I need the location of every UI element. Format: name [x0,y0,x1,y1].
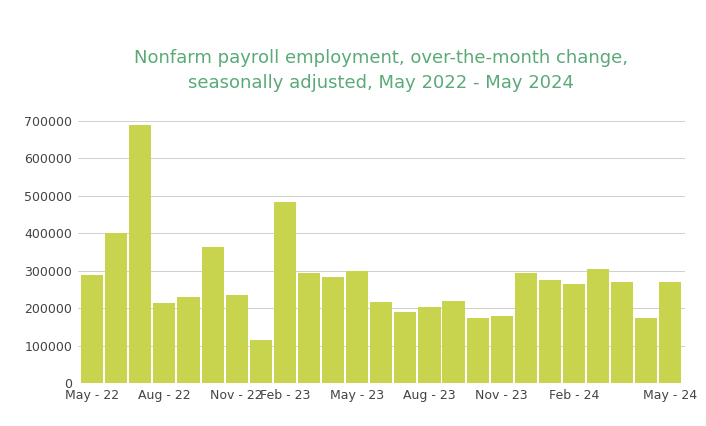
Bar [370,302,393,383]
Bar [587,269,609,383]
Bar [274,201,296,383]
Bar [443,301,465,383]
Bar [346,271,369,383]
Bar [611,282,633,383]
Bar [226,295,248,383]
Bar [81,275,103,383]
Bar [491,316,513,383]
Bar [635,318,657,383]
Bar [563,284,585,383]
Bar [322,276,344,383]
Bar [177,297,200,383]
Bar [250,340,272,383]
Bar [467,318,489,383]
Bar [201,247,224,383]
Bar [153,303,176,383]
Title: Nonfarm payroll employment, over-the-month change,
seasonally adjusted, May 2022: Nonfarm payroll employment, over-the-mon… [134,49,628,92]
Bar [394,312,417,383]
Bar [105,233,127,383]
Bar [659,282,681,383]
Bar [298,273,320,383]
Bar [419,307,441,383]
Bar [539,280,561,383]
Bar [129,125,151,383]
Bar [515,273,537,383]
